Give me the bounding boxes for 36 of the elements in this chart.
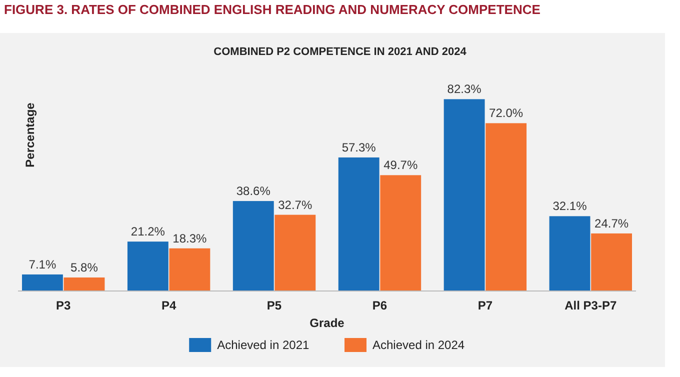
data-label: 38.6%	[236, 184, 271, 198]
x-tick-label: P5	[266, 298, 282, 313]
bar	[127, 242, 168, 291]
bar	[64, 277, 105, 291]
chart-title: FIGURE 3. RATES OF COMBINED ENGLISH READING AND NUMERACY COMPETENCE	[4, 2, 541, 17]
x-tick-label: P4	[161, 298, 176, 313]
bar	[444, 99, 485, 291]
bar	[232, 201, 274, 291]
x-axis-title: Grade	[310, 316, 345, 330]
data-label: 82.3%	[447, 82, 482, 96]
x-tick-label: P7	[478, 298, 493, 313]
bar	[22, 274, 63, 291]
data-label: 7.1%	[28, 257, 56, 272]
bar	[591, 233, 632, 291]
bar	[549, 216, 590, 291]
x-tick-label: All P3-P7	[564, 298, 617, 313]
bar	[486, 123, 527, 291]
data-label: 32.7%	[278, 198, 312, 212]
y-axis-title: Percentage	[23, 102, 37, 168]
bar	[274, 214, 316, 291]
data-label: 24.7%	[594, 216, 629, 230]
chart-subtitle: COMBINED P2 COMPETENCE IN 2021 AND 2024	[214, 46, 468, 58]
bar	[380, 175, 422, 291]
legend-label: Achieved in 2021	[217, 338, 310, 352]
data-label: 32.1%	[552, 199, 588, 214]
data-label: 21.2%	[130, 224, 166, 239]
data-label: 57.3%	[342, 140, 376, 154]
legend-label: Achieved in 2024	[372, 338, 465, 352]
data-label: 49.7%	[384, 158, 418, 172]
bar	[338, 157, 380, 291]
data-label: 5.8%	[70, 260, 98, 274]
x-tick-label: P3	[56, 298, 72, 313]
bar	[169, 248, 210, 291]
x-tick-label: P6	[372, 298, 388, 313]
data-label: 18.3%	[172, 231, 208, 246]
data-label: 72.0%	[489, 106, 524, 120]
